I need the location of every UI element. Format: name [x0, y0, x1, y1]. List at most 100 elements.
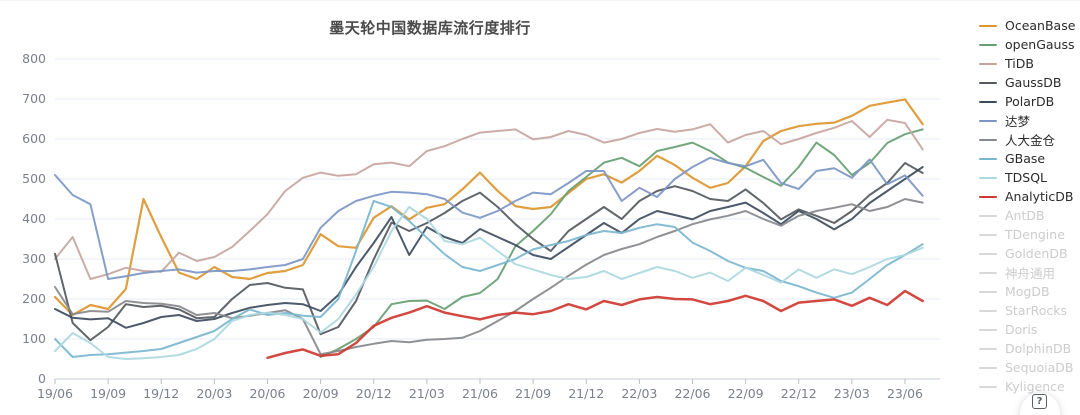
series-line-达梦	[54, 156, 924, 280]
svg-text:22/12: 22/12	[781, 386, 817, 401]
series-line-TDSQL	[54, 206, 924, 360]
legend-item-openGauss[interactable]: openGauss	[979, 35, 1079, 54]
legend-item-TiDB[interactable]: TiDB	[979, 54, 1079, 73]
legend-line-swatch	[979, 290, 997, 293]
svg-text:700: 700	[22, 91, 46, 106]
series-line-GaussDB	[54, 162, 924, 342]
legend-label: AnalyticDB	[1005, 189, 1074, 204]
legend-item-AnalyticDB[interactable]: AnalyticDB	[979, 187, 1079, 206]
legend-label: MogDB	[1005, 284, 1050, 299]
legend-item-OceanBase[interactable]: OceanBase	[979, 16, 1079, 35]
chart-series-lines	[53, 98, 924, 360]
legend-line-swatch	[979, 81, 997, 84]
legend-label: StarRocks	[1005, 303, 1068, 318]
legend-line-swatch	[979, 62, 997, 65]
svg-text:21/03: 21/03	[409, 386, 445, 401]
svg-text:22/03: 22/03	[621, 386, 657, 401]
legend-item-GoldenDB[interactable]: GoldenDB	[979, 244, 1079, 263]
legend-label: Kyligence	[1005, 379, 1065, 394]
svg-text:800: 800	[22, 51, 46, 66]
legend-item-GBase[interactable]: GBase	[979, 149, 1079, 168]
svg-text:300: 300	[22, 251, 46, 266]
legend-item-StarRocks[interactable]: StarRocks	[979, 301, 1079, 320]
legend-line-swatch	[979, 252, 997, 255]
series-line-人大金仓	[54, 198, 924, 356]
legend-item-DolphinDB[interactable]: DolphinDB	[979, 339, 1079, 358]
y-axis-labels: 0 100 200 300 400 500 600 700 800	[22, 51, 46, 386]
svg-text:22/06: 22/06	[674, 386, 710, 401]
series-line-AnalyticDB	[266, 289, 924, 360]
svg-text:20/09: 20/09	[303, 386, 339, 401]
legend-item-人大金仓[interactable]: 人大金仓	[979, 130, 1079, 149]
question-mark-icon: ?	[1032, 394, 1047, 409]
svg-text:100: 100	[22, 331, 46, 346]
legend-label: TDSQL	[1005, 170, 1047, 185]
svg-text:21/09: 21/09	[515, 386, 551, 401]
svg-text:21/12: 21/12	[568, 386, 604, 401]
legend-item-GaussDB[interactable]: GaussDB	[979, 73, 1079, 92]
series-line-GBase	[54, 200, 924, 358]
legend-item-SequoiaDB[interactable]: SequoiaDB	[979, 358, 1079, 377]
series-line-OceanBase	[53, 98, 924, 317]
svg-text:200: 200	[22, 291, 46, 306]
legend-line-swatch	[979, 214, 997, 217]
svg-text:19/12: 19/12	[143, 386, 179, 401]
series-line-openGauss	[319, 128, 924, 358]
svg-text:20/12: 20/12	[356, 386, 392, 401]
legend-line-swatch	[979, 328, 997, 331]
svg-text:19/09: 19/09	[90, 386, 126, 401]
svg-text:0: 0	[38, 371, 46, 386]
legend-item-AntDB[interactable]: AntDB	[979, 206, 1079, 225]
legend-label: openGauss	[1005, 37, 1075, 52]
legend-item-PolarDB[interactable]: PolarDB	[979, 92, 1079, 111]
legend-item-TDSQL[interactable]: TDSQL	[979, 168, 1079, 187]
legend-label: SequoiaDB	[1005, 360, 1074, 375]
legend-line-swatch	[979, 366, 997, 369]
svg-text:20/03: 20/03	[196, 386, 232, 401]
chart-legend: OceanBase openGauss TiDB GaussDB PolarDB 达梦人大…	[979, 16, 1079, 396]
legend-line-swatch	[979, 176, 997, 179]
svg-text:23/03: 23/03	[834, 386, 870, 401]
svg-text:19/06: 19/06	[37, 386, 73, 401]
legend-item-Doris[interactable]: Doris	[979, 320, 1079, 339]
svg-text:23/06: 23/06	[887, 386, 923, 401]
legend-line-swatch	[979, 385, 997, 388]
x-axis-ticks	[54, 379, 906, 384]
legend-item-MogDB[interactable]: MogDB	[979, 282, 1079, 301]
legend-item-TDengine[interactable]: TDengine	[979, 225, 1079, 244]
legend-label: GBase	[1005, 151, 1046, 166]
legend-label: GaussDB	[1005, 75, 1062, 90]
svg-text:500: 500	[22, 171, 46, 186]
legend-label: 神舟通用	[1005, 266, 1056, 281]
legend-line-swatch	[979, 271, 997, 274]
svg-text:22/09: 22/09	[728, 386, 764, 401]
svg-text:21/06: 21/06	[462, 386, 498, 401]
series-line-TiDB	[54, 118, 924, 280]
legend-line-swatch	[979, 233, 997, 236]
legend-line-swatch	[979, 119, 997, 122]
legend-line-swatch	[979, 157, 997, 160]
legend-line-swatch	[979, 24, 997, 27]
legend-item-达梦[interactable]: 达梦	[979, 111, 1079, 130]
svg-text:20/06: 20/06	[249, 386, 285, 401]
series-line-PolarDB	[54, 166, 924, 329]
legend-label: 人大金仓	[1005, 133, 1056, 148]
legend-label: TDengine	[1005, 227, 1065, 242]
svg-text:600: 600	[22, 131, 46, 146]
legend-label: AntDB	[1005, 208, 1045, 223]
svg-text:400: 400	[22, 211, 46, 226]
legend-label: TiDB	[1005, 56, 1034, 71]
legend-line-swatch	[979, 100, 997, 103]
legend-label: PolarDB	[1005, 94, 1055, 109]
legend-label: GoldenDB	[1005, 246, 1068, 261]
legend-item-神舟通用[interactable]: 神舟通用	[979, 263, 1079, 282]
legend-item-Kyligence[interactable]: Kyligence	[979, 377, 1079, 396]
legend-label: 达梦	[1005, 114, 1031, 129]
legend-label: DolphinDB	[1005, 341, 1072, 356]
legend-line-swatch	[979, 43, 997, 46]
help-button[interactable]: ?	[1020, 393, 1060, 415]
legend-line-swatch	[979, 309, 997, 312]
legend-line-swatch	[979, 195, 997, 198]
chart-title: 墨天轮中国数据库流行度排行	[329, 19, 531, 37]
